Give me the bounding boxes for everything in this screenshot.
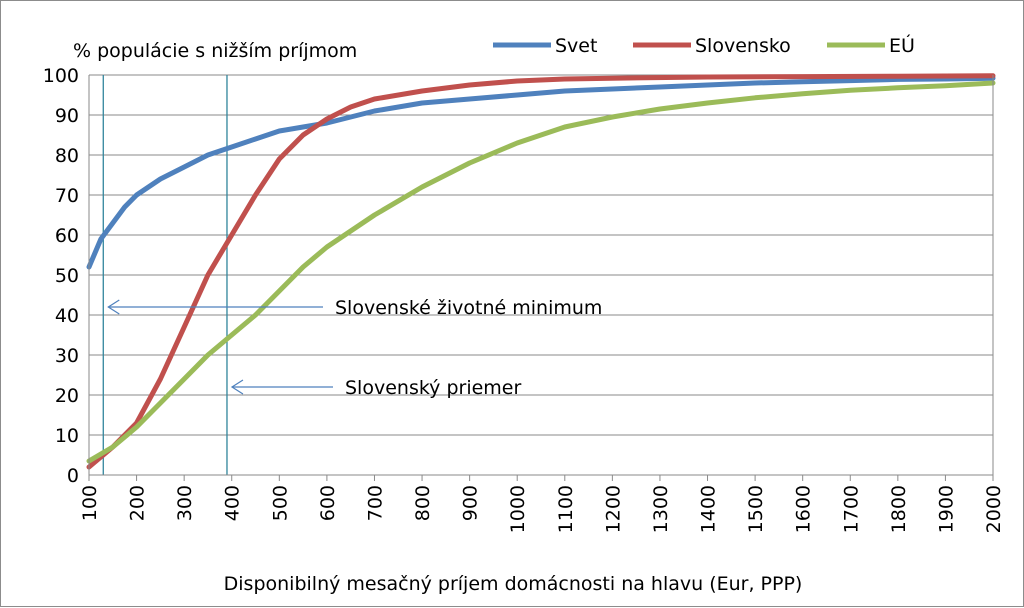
y-tick-label: 0: [67, 465, 79, 487]
series-lines: [86, 73, 996, 470]
x-tick-label: 1200: [602, 485, 624, 533]
y-tick-label: 40: [55, 305, 79, 327]
y-tick-labels: 0 10 20 30 40 50 60 70 80 90 100: [43, 65, 79, 487]
x-tick-label: 1300: [650, 485, 672, 533]
annotation-arrow-head: [107, 299, 120, 315]
x-tick-label: 1000: [507, 485, 529, 533]
x-tick-label: 1500: [745, 485, 767, 533]
x-tick-label: 900: [460, 485, 482, 521]
x-tick-label: 700: [364, 485, 386, 521]
x-tick-label: 400: [222, 485, 244, 521]
reference-lines: [102, 75, 228, 475]
x-tick-label: 100: [79, 485, 101, 521]
x-tick-label: 2000: [983, 485, 1005, 533]
legend: Svet Slovensko EÚ: [493, 33, 915, 57]
y-tick-label: 60: [55, 225, 79, 247]
series-line: [86, 75, 996, 270]
series-line: [86, 80, 996, 464]
x-tick-label: 1400: [698, 485, 720, 533]
x-tick-label: 500: [269, 485, 291, 521]
annotation-arrow-head: [230, 379, 244, 395]
annotations: Slovenské životné minimum Slovenský priem…: [107, 297, 602, 399]
x-tick-label: 1800: [888, 485, 910, 533]
x-tick-label: 1600: [793, 485, 815, 533]
x-tick-label: 1900: [935, 485, 957, 533]
gridlines: [89, 74, 993, 476]
axes: [88, 75, 994, 481]
y-tick-label: 80: [55, 145, 79, 167]
x-tick-label: 1700: [840, 485, 862, 533]
y-tick-label: 70: [55, 185, 79, 207]
legend-label: EÚ: [889, 33, 915, 57]
x-tick-label: 800: [412, 485, 434, 521]
x-tick-label: 1100: [555, 485, 577, 533]
y-tick-label: 30: [55, 345, 79, 367]
legend-label: Slovensko: [695, 35, 791, 57]
y-tick-label: 10: [55, 425, 79, 447]
y-tick-label: 50: [55, 265, 79, 287]
x-tick-label: 600: [317, 485, 339, 521]
y-tick-label: 20: [55, 385, 79, 407]
x-tick-labels: 100 200 300 400 500 600 700 800 900 1000 1100 1200 1…: [79, 485, 1005, 533]
y-tick-label: 90: [55, 105, 79, 127]
annotation-label: Slovenský priemer: [345, 377, 521, 399]
series-line: [86, 73, 996, 470]
y-axis-title: % populácie s nižším príjmom: [73, 40, 357, 62]
x-tick-label: 300: [174, 485, 196, 521]
y-tick-label: 100: [43, 65, 79, 87]
x-tick-label: 200: [127, 485, 149, 521]
annotation-label: Slovenské životné minimum: [335, 297, 602, 319]
x-axis-title: Disponibilný mesačný príjem domácnosti n…: [224, 573, 803, 595]
legend-label: Svet: [555, 35, 597, 57]
